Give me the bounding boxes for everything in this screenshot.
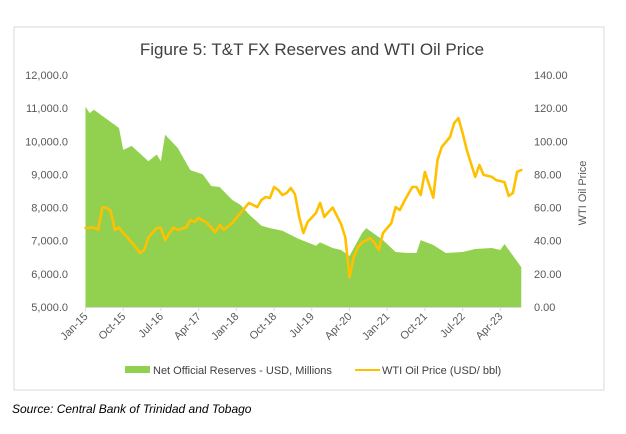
y-left-tick-label: 9,000.0	[31, 169, 68, 181]
legend-swatch-reserves	[125, 366, 150, 373]
y-right-tick-label: 100.00	[534, 136, 568, 148]
y-left-tick-label: 7,000.0	[31, 236, 68, 248]
oil-price-line	[84, 116, 523, 279]
y-right-tick-label: 140.00	[534, 70, 568, 82]
y-right-tick-label: 120.00	[534, 103, 568, 115]
y-right-tick-label: 0.00	[534, 302, 555, 314]
y-right-tick-label: 40.00	[534, 236, 562, 248]
y-right-tick-label: 20.00	[534, 269, 562, 281]
y-left-tick-label: 10,000.0	[25, 136, 68, 148]
y-left-tick-label: 6,000.0	[31, 269, 68, 281]
y-left-tick-label: 8,000.0	[31, 203, 68, 215]
y-left-tick-label: 12,000.0	[25, 70, 68, 82]
y-left-tick-label: 11,000.0	[26, 103, 68, 115]
right-axis-title: WTI Oil Price	[577, 161, 589, 226]
y-right-tick-label: 80.00	[534, 169, 562, 181]
legend-label-reserves: Net Official Reserves - USD, Millions	[153, 365, 332, 377]
reserves-area	[85, 106, 522, 307]
y-right-tick-label: 60.00	[534, 203, 562, 215]
plot-area	[84, 106, 523, 307]
legend: Net Official Reserves - USD, Millions WT…	[125, 365, 501, 377]
chart-title: Figure 5: T&T FX Reserves and WTI Oil Pr…	[140, 40, 484, 59]
source-note: Source: Central Bank of Trinidad and Tob…	[12, 402, 252, 416]
legend-label-oil: WTI Oil Price (USD/ bbl)	[382, 365, 501, 377]
y-left-tick-label: 5,000.0	[31, 302, 68, 314]
